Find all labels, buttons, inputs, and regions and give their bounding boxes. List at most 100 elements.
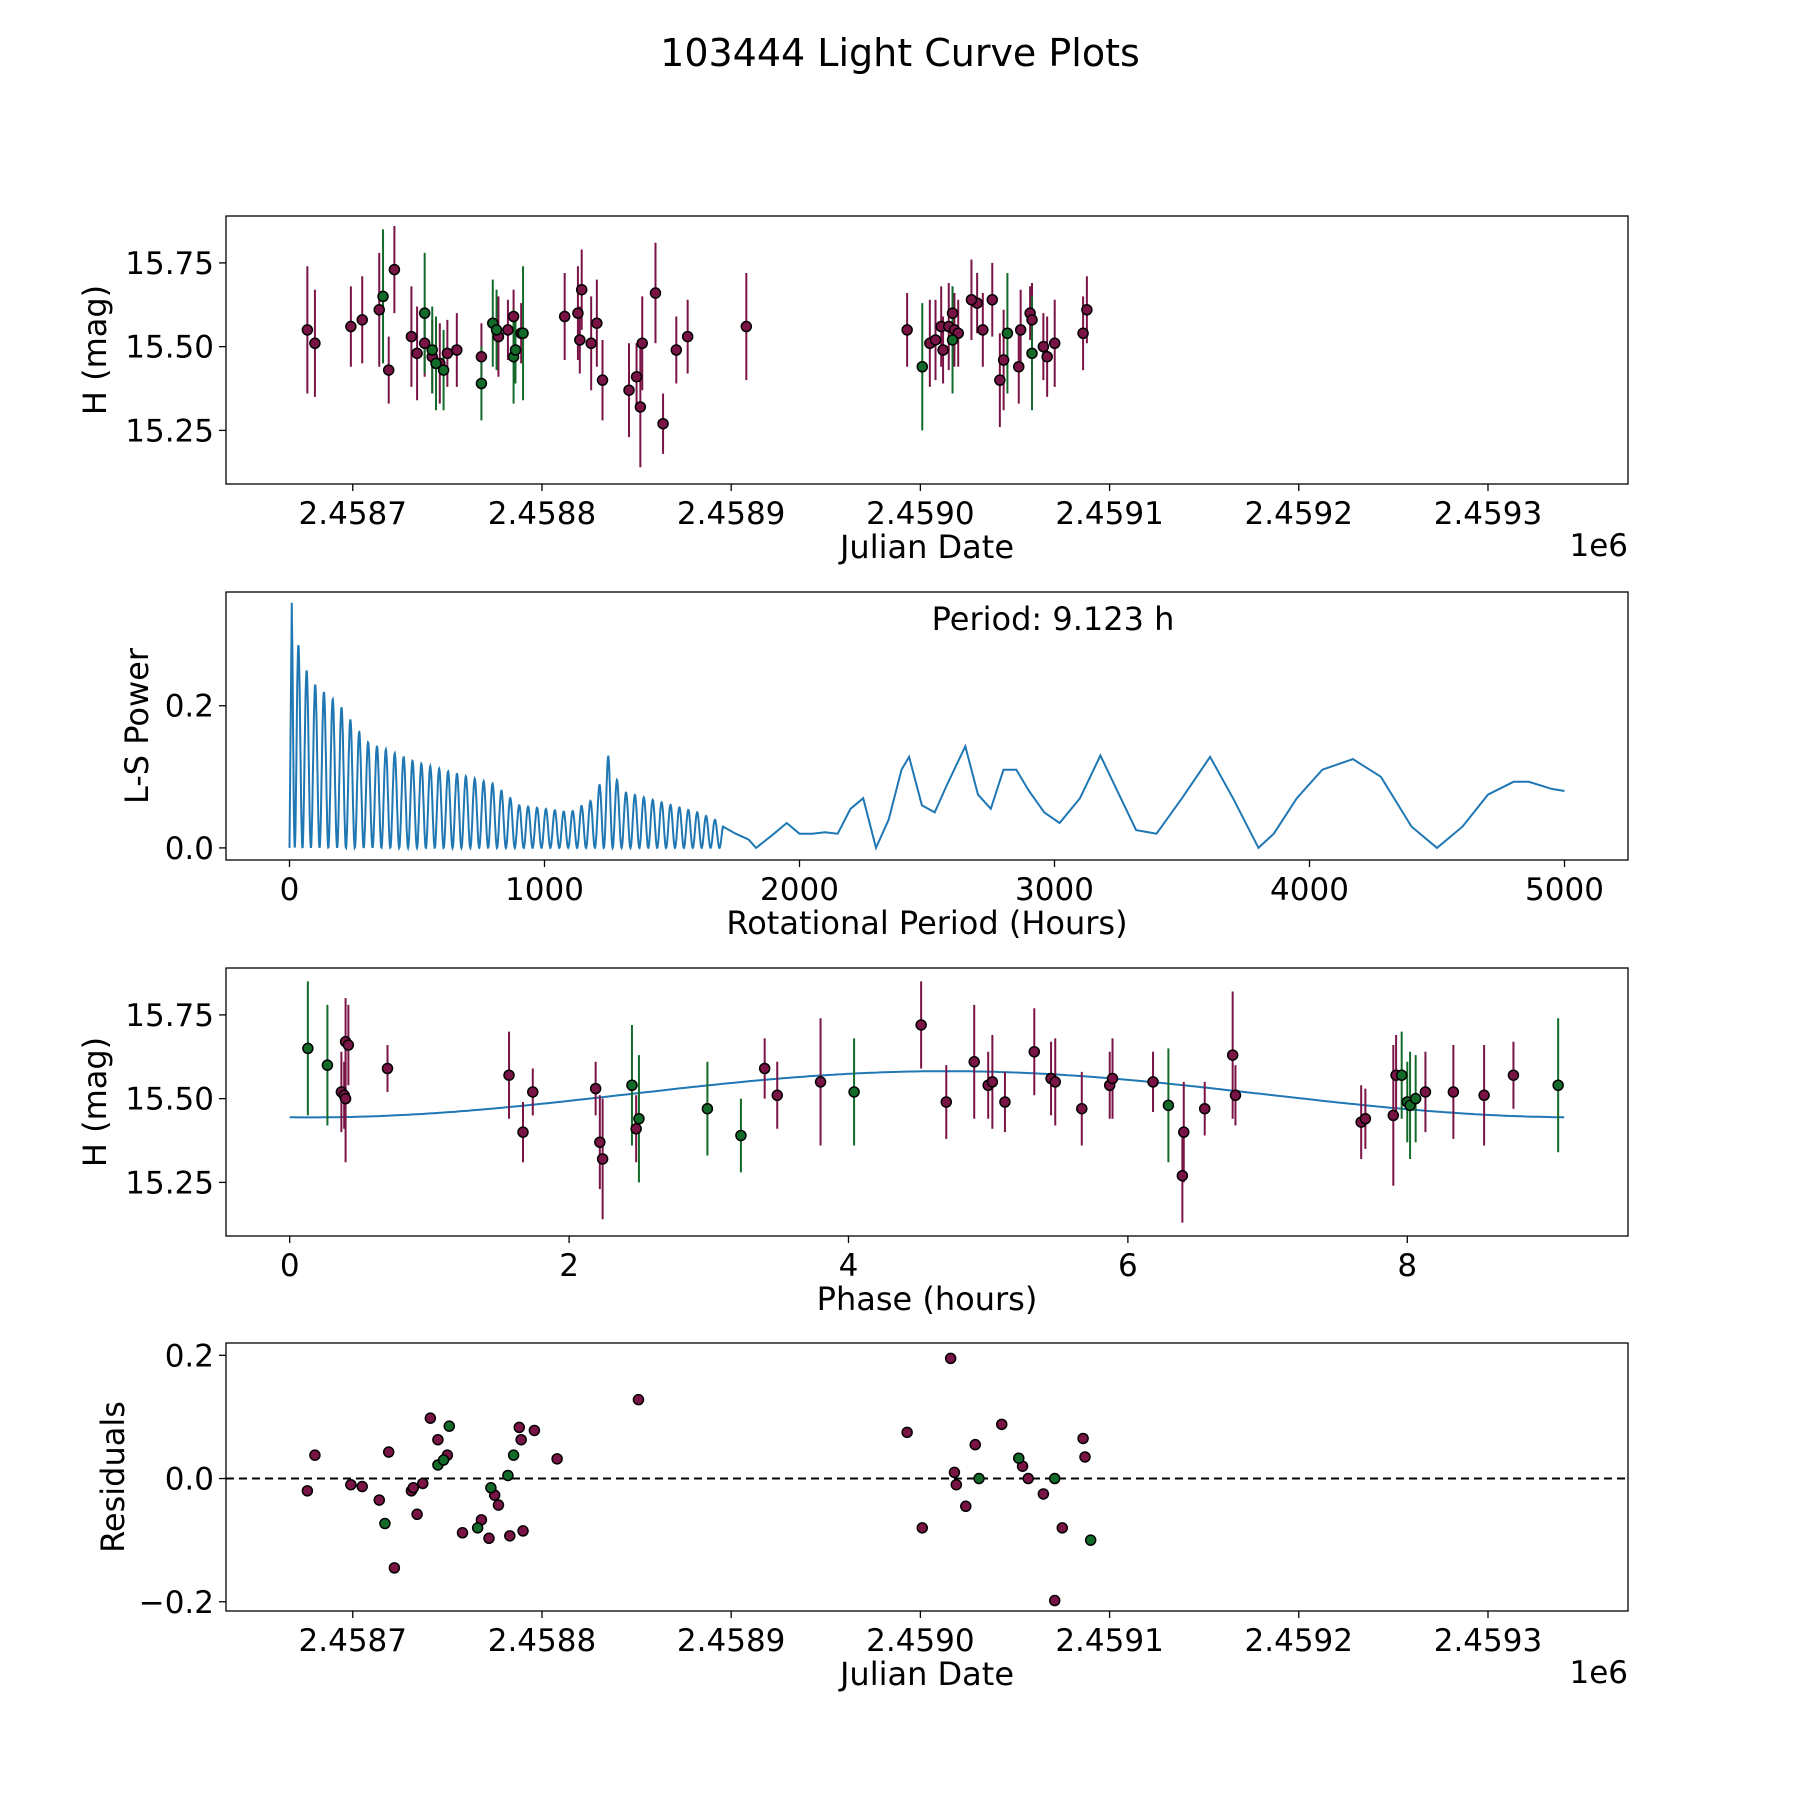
- residuals-point-red: [301, 1485, 314, 1497]
- lightcurve-point-red: [418, 337, 431, 350]
- periodogram-plot-area: [288, 602, 1565, 852]
- lightcurve-point-red: [901, 324, 913, 336]
- residuals-plot-area: [226, 1352, 1628, 1607]
- phased-point-red: [1507, 1069, 1520, 1081]
- phased-point-red: [1447, 1086, 1460, 1098]
- residuals-ylabel: Residuals: [94, 1401, 132, 1553]
- lightcurve-point-green: [377, 290, 389, 303]
- residuals-xtick-label: 2.4587: [299, 1623, 407, 1659]
- phased-point-green: [735, 1129, 747, 1142]
- phased-point-red: [771, 1089, 783, 1102]
- phased-ytick-label: 15.25: [125, 1165, 214, 1201]
- residuals-point-red: [1056, 1522, 1069, 1534]
- residuals-panel: 2.4587 2.4588 2.4589 2.4590 2.4591 2.4592 2.45…: [94, 1338, 1629, 1693]
- phased-point-red: [339, 1092, 352, 1105]
- residuals-point-green: [443, 1420, 456, 1432]
- lightcurve-point-red: [309, 337, 321, 350]
- lightcurve-xtick-label: 2.4588: [488, 496, 596, 532]
- phased-point-red: [1419, 1086, 1432, 1098]
- phased-point-green: [1162, 1099, 1175, 1112]
- lightcurve-point-red: [572, 307, 584, 319]
- residuals-point-red: [373, 1494, 386, 1506]
- residuals-point-red: [424, 1412, 437, 1424]
- residuals-point-red: [504, 1530, 516, 1542]
- phased-point-red: [814, 1076, 827, 1088]
- residuals-point-red: [356, 1480, 368, 1493]
- residuals-point-red: [388, 1562, 401, 1574]
- phased-point-red: [1226, 1049, 1239, 1061]
- lightcurve-point-green: [509, 344, 522, 356]
- residuals-xtick-label: 2.4589: [677, 1623, 785, 1659]
- residuals-point-red: [1037, 1488, 1050, 1500]
- residuals-point-red: [411, 1508, 423, 1521]
- residuals-point-red: [632, 1393, 645, 1406]
- lightcurve-point-green: [430, 357, 442, 370]
- phased-point-red: [986, 1076, 999, 1088]
- residuals-ytick-label: 0.0: [165, 1462, 214, 1498]
- residuals-point-red: [969, 1438, 981, 1451]
- phased-point-red: [589, 1082, 602, 1095]
- residuals-point-red: [1048, 1594, 1061, 1607]
- phased-point-red: [1028, 1046, 1041, 1058]
- lightcurve-point-red: [630, 371, 643, 383]
- lightcurve-point-red: [636, 337, 648, 350]
- lightcurve-point-green: [1026, 347, 1038, 360]
- residuals-point-red: [948, 1466, 961, 1479]
- residuals-point-red: [382, 1446, 395, 1458]
- lightcurve-point-green: [517, 327, 529, 339]
- lightcurve-point-red: [657, 417, 669, 430]
- lightcurve-point-red: [994, 374, 1006, 386]
- residuals-point-red: [345, 1478, 357, 1491]
- periodogram-annotation: Period: 9.123 h: [932, 600, 1175, 638]
- phased-ytick-label: 15.75: [125, 998, 214, 1034]
- residuals-point-green: [1084, 1534, 1097, 1546]
- lightcurve-point-red: [411, 347, 423, 360]
- phased-point-red: [1106, 1072, 1119, 1085]
- phased-point-red: [968, 1056, 980, 1068]
- phased-point-red: [527, 1086, 539, 1098]
- phased-point-green: [1552, 1079, 1564, 1091]
- phased-point-red: [1359, 1113, 1372, 1125]
- lightcurve-point-red: [1026, 314, 1038, 326]
- lightcurve-point-red: [356, 314, 368, 326]
- residuals-point-red: [432, 1433, 444, 1446]
- periodogram-power-line: [288, 602, 1565, 852]
- residuals-point-red: [456, 1527, 469, 1539]
- lightcurve-point-red: [585, 337, 597, 350]
- phased-point-red: [940, 1096, 953, 1108]
- phased-point-red: [594, 1136, 606, 1148]
- lightcurve-xtick-label: 2.4592: [1245, 496, 1353, 532]
- lightcurve-xtick-label: 2.4587: [299, 496, 407, 532]
- lightcurve-point-red: [1077, 327, 1089, 339]
- periodogram-ticks: 0 1000 2000 3000 4000 5000 0.0 0.2: [165, 689, 1604, 908]
- lightcurve-xtick-label: 2.4589: [677, 496, 785, 532]
- phased-xtick-label: 8: [1397, 1248, 1417, 1284]
- lightcurve-point-red: [441, 347, 454, 360]
- residuals-point-red: [960, 1500, 972, 1513]
- periodogram-ytick-label: 0.2: [165, 689, 214, 725]
- phased-point-red: [1049, 1076, 1061, 1088]
- residuals-ytick-label: 0.2: [165, 1338, 214, 1374]
- residuals-point-red: [1022, 1472, 1034, 1485]
- phased-xtick-label: 2: [559, 1248, 579, 1284]
- periodogram-ylabel: L-S Power: [118, 647, 156, 804]
- residuals-point-red: [1077, 1432, 1089, 1445]
- residuals-point-red: [916, 1522, 929, 1534]
- figure-title: 103444 Light Curve Plots: [660, 31, 1140, 75]
- residuals-point-red: [309, 1449, 321, 1461]
- residuals-point-red: [1079, 1451, 1091, 1463]
- lightcurve-point-red: [558, 310, 571, 323]
- phased-point-red: [381, 1062, 394, 1075]
- lightcurve-point-red: [1013, 361, 1025, 373]
- residuals-xtick-label: 2.4592: [1245, 1623, 1353, 1659]
- periodogram-xtick-label: 0: [280, 872, 300, 908]
- phased-xlabel: Phase (hours): [817, 1280, 1038, 1318]
- residuals-point-red: [901, 1426, 913, 1439]
- lightcurve-point-green: [426, 344, 438, 356]
- residuals-point-red: [515, 1433, 527, 1446]
- periodogram-panel: 0 1000 2000 3000 4000 5000 0.0 0.2 Period: 9.12…: [118, 591, 1629, 942]
- lightcurve-ytick-label: 15.75: [125, 246, 214, 282]
- lightcurve-point-red: [929, 334, 942, 346]
- phased-point-red: [342, 1039, 355, 1051]
- phased-point-red: [630, 1123, 642, 1135]
